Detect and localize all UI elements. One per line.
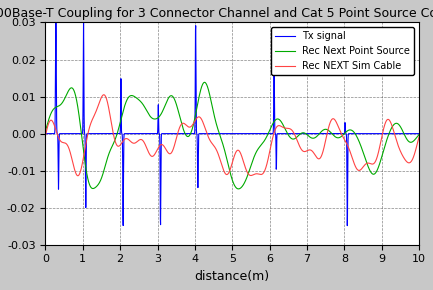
- Tx signal: [215, 132, 220, 135]
- X-axis label: distance(m): distance(m): [195, 270, 270, 283]
- Rec Next Point Source: [62, 97, 67, 101]
- Rec Next Point Source: [43, 129, 48, 133]
- Rec NEXT Sim Cable: [101, 93, 107, 97]
- Line: Tx signal: Tx signal: [45, 23, 419, 226]
- Rec NEXT Sim Cable: [406, 161, 411, 164]
- Tx signal: [43, 132, 48, 135]
- Rec NEXT Sim Cable: [225, 173, 230, 176]
- Rec Next Point Source: [202, 81, 207, 84]
- Rec Next Point Source: [406, 139, 411, 143]
- Tx signal: [62, 132, 67, 135]
- Line: Rec Next Point Source: Rec Next Point Source: [45, 82, 419, 189]
- Tx signal: [345, 224, 350, 227]
- Tx signal: [225, 132, 230, 135]
- Rec NEXT Sim Cable: [43, 134, 48, 138]
- Tx signal: [406, 132, 411, 135]
- Tx signal: [337, 132, 343, 135]
- Rec NEXT Sim Cable: [337, 129, 343, 133]
- Rec NEXT Sim Cable: [62, 141, 67, 145]
- Rec NEXT Sim Cable: [406, 161, 411, 164]
- Rec NEXT Sim Cable: [417, 135, 422, 139]
- Rec NEXT Sim Cable: [215, 151, 220, 154]
- Rec Next Point Source: [406, 139, 411, 143]
- Rec Next Point Source: [417, 133, 422, 136]
- Tx signal: [406, 132, 411, 135]
- Rec Next Point Source: [236, 187, 241, 191]
- Tx signal: [53, 21, 58, 24]
- Rec Next Point Source: [215, 126, 220, 129]
- Legend: Tx signal, Rec Next Point Source, Rec NEXT Sim Cable: Tx signal, Rec Next Point Source, Rec NE…: [271, 27, 414, 75]
- Rec NEXT Sim Cable: [75, 174, 81, 177]
- Rec Next Point Source: [225, 159, 230, 163]
- Rec Next Point Source: [337, 136, 343, 139]
- Title: 100Base-T Coupling for 3 Connector Channel and Cat 5 Point Source Coupling: 100Base-T Coupling for 3 Connector Chann…: [0, 7, 433, 20]
- Line: Rec NEXT Sim Cable: Rec NEXT Sim Cable: [45, 95, 419, 176]
- Tx signal: [417, 132, 422, 135]
